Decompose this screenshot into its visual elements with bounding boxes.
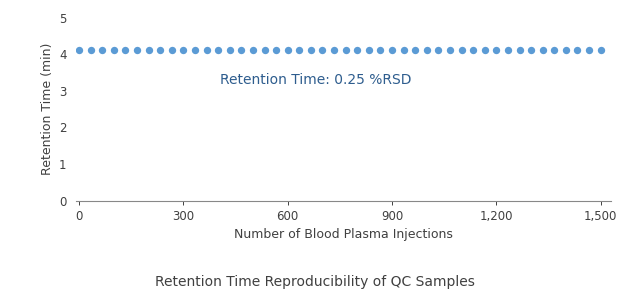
Text: Retention Time: 0.25 %RSD: Retention Time: 0.25 %RSD	[220, 73, 411, 87]
Point	[341, 47, 351, 52]
Point	[329, 47, 339, 52]
Point	[74, 47, 84, 52]
Point	[503, 47, 513, 52]
Point	[526, 47, 536, 52]
Point	[433, 47, 444, 52]
Point	[387, 47, 397, 52]
Point	[248, 47, 258, 52]
Text: Retention Time Reproducibility of QC Samples: Retention Time Reproducibility of QC Sam…	[155, 275, 475, 289]
Point	[271, 47, 281, 52]
Point	[225, 47, 235, 52]
Point	[213, 47, 223, 52]
Point	[109, 47, 119, 52]
Point	[167, 47, 177, 52]
Point	[573, 47, 583, 52]
Point	[584, 47, 594, 52]
Point	[294, 47, 304, 52]
Point	[595, 47, 605, 52]
Point	[421, 47, 432, 52]
Point	[86, 47, 96, 52]
Point	[202, 47, 212, 52]
Point	[352, 47, 362, 52]
Point	[410, 47, 420, 52]
Point	[399, 47, 409, 52]
Point	[479, 47, 490, 52]
X-axis label: Number of Blood Plasma Injections: Number of Blood Plasma Injections	[234, 228, 453, 241]
Point	[190, 47, 200, 52]
Point	[515, 47, 525, 52]
Point	[120, 47, 130, 52]
Point	[260, 47, 270, 52]
Point	[283, 47, 293, 52]
Point	[144, 47, 154, 52]
Point	[306, 47, 316, 52]
Point	[132, 47, 142, 52]
Point	[468, 47, 478, 52]
Point	[549, 47, 559, 52]
Point	[155, 47, 165, 52]
Point	[97, 47, 107, 52]
Point	[178, 47, 188, 52]
Point	[537, 47, 547, 52]
Point	[561, 47, 571, 52]
Point	[364, 47, 374, 52]
Point	[375, 47, 386, 52]
Point	[491, 47, 501, 52]
Point	[318, 47, 328, 52]
Point	[457, 47, 467, 52]
Point	[445, 47, 455, 52]
Point	[236, 47, 246, 52]
Y-axis label: Retention Time (min): Retention Time (min)	[40, 43, 54, 175]
